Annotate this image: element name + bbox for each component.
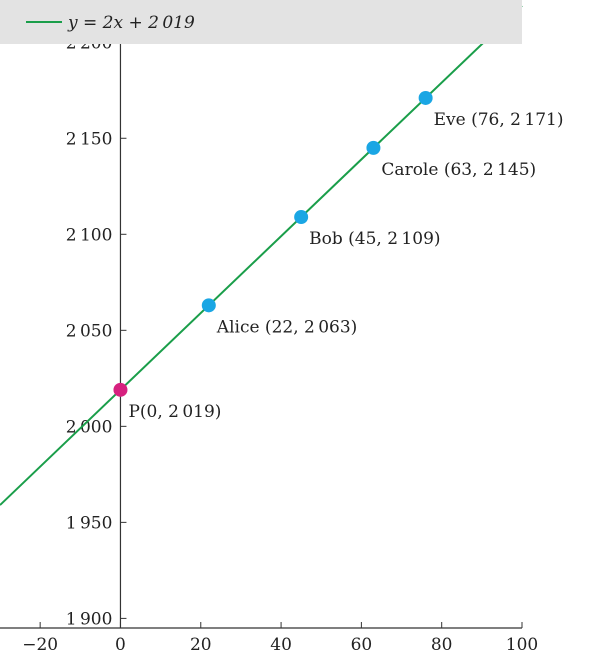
- fit-line: [0, 5, 523, 506]
- data-point: [294, 210, 309, 225]
- data-point: [113, 382, 128, 397]
- x-tick-label: 0: [115, 635, 126, 655]
- y-tick-label: 1 900: [66, 609, 113, 629]
- data-point-label: Eve (76, 2 171): [434, 110, 564, 130]
- data-point-label: P(0, 2 019): [128, 402, 221, 422]
- data-point-label: Carole (63, 2 145): [381, 160, 536, 180]
- data-point-label: Alice (22, 2 063): [216, 317, 357, 337]
- y-tick-label: 2 100: [66, 225, 113, 245]
- x-tick-label: 60: [351, 635, 373, 655]
- x-tick-label: 40: [270, 635, 292, 655]
- legend-label: y = 2x + 2 019: [67, 13, 195, 33]
- x-tick-label: −20: [22, 635, 58, 655]
- points-group: Alice (22, 2 063) Bob (45, 2 109) Carole (…: [113, 90, 564, 422]
- y-tick-label: 2 050: [66, 321, 113, 341]
- legend-background: [0, 0, 522, 44]
- y-tick-label: 2 150: [66, 129, 113, 149]
- data-point: [366, 140, 381, 155]
- legend: y = 2x + 2 019: [0, 0, 522, 44]
- x-tick-label: 100: [506, 635, 538, 655]
- fit-line-group: [0, 5, 523, 506]
- data-point-label: Bob (45, 2 109): [309, 229, 440, 249]
- x-tick-label: 20: [190, 635, 212, 655]
- data-point: [418, 90, 433, 105]
- data-point: [201, 298, 216, 313]
- x-tick-label: 80: [431, 635, 453, 655]
- y-tick-label: 1 950: [66, 513, 113, 533]
